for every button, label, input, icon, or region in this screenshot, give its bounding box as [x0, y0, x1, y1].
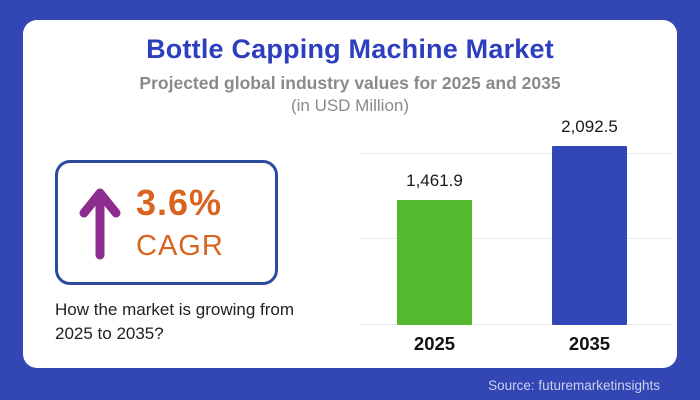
bar-chart: 1,461.9 2025 2,092.5 2035	[360, 110, 672, 354]
content-card: Bottle Capping Machine Market Projected …	[23, 20, 677, 368]
gridline	[360, 153, 672, 154]
unit-note: (in USD Million)	[290, 96, 410, 115]
gridline	[360, 324, 672, 325]
page-title: Bottle Capping Machine Market	[146, 34, 554, 64]
source-credit: Source: futuremarketinsights	[488, 378, 660, 393]
bar-2025	[397, 200, 472, 325]
bar-value-label: 2,092.5	[561, 117, 618, 136]
axis-label-2025: 2025	[413, 333, 456, 354]
gridline	[360, 238, 672, 239]
chart-subtitle: Projected global industry values for 202…	[139, 73, 561, 93]
bar-value-label: 1,461.9	[406, 171, 463, 190]
bar-2035	[552, 146, 627, 325]
up-arrow-icon	[79, 188, 121, 259]
cagr-label: CAGR	[136, 230, 224, 262]
cagr-callout-box: 3.6% CAGR	[55, 160, 278, 285]
cagr-text-block: 3.6% CAGR	[136, 182, 224, 263]
axis-label-2035: 2035	[568, 333, 611, 354]
cagr-value: 3.6%	[136, 182, 223, 223]
question-text: How the market is growing from 2025 to 2…	[55, 300, 295, 343]
